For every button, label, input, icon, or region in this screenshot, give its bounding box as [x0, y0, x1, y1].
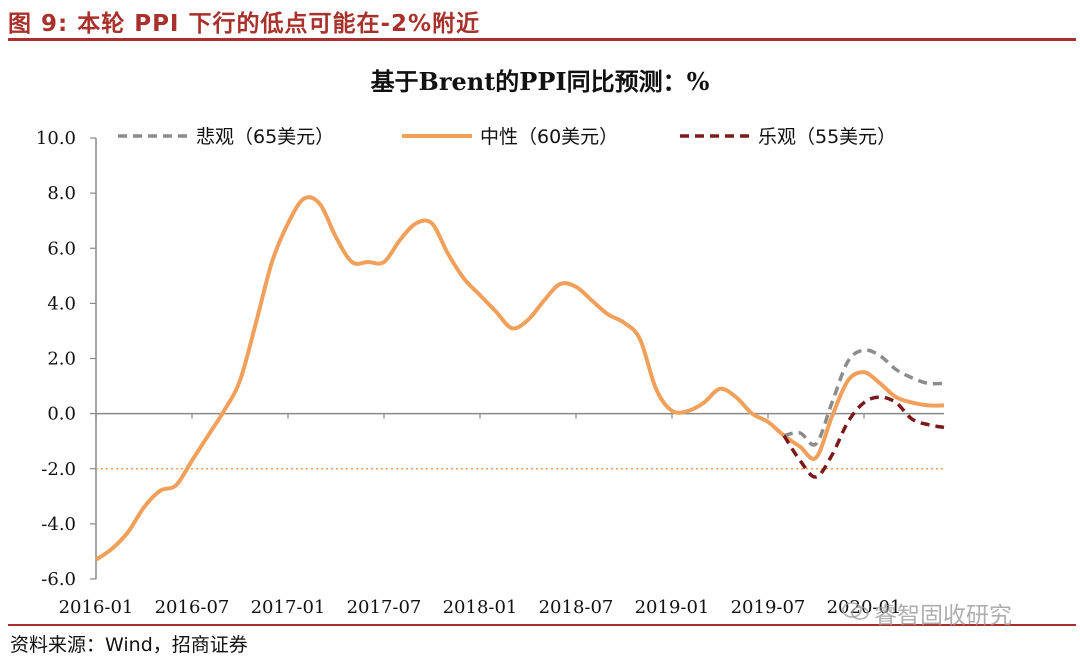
x-tick-label: 2017-07 [347, 597, 422, 618]
x-tick-label: 2016-07 [155, 597, 230, 618]
x-tick-label: 2019-07 [731, 597, 806, 618]
footer-divider [8, 624, 1076, 626]
series-group [94, 195, 945, 562]
y-tick-label: 10.0 [36, 128, 76, 149]
chart-title: 基于Brent的PPI同比预测：% [370, 67, 710, 96]
x-axis: 2016-01 2016-07 2017-01 2017-07 2018-01 2018-… [59, 412, 944, 618]
y-tick-label: -2.0 [41, 459, 76, 480]
series-line-1 [94, 195, 945, 562]
x-tick-label: 2018-07 [539, 597, 614, 618]
x-tick-label: 2019-01 [635, 597, 710, 618]
series-line-0 [783, 348, 945, 447]
y-tick-label: 4.0 [47, 293, 76, 314]
y-tick-label: 0.0 [47, 404, 76, 425]
source-note: 资料来源：Wind，招商证券 [10, 634, 248, 656]
series-line-2 [782, 395, 945, 479]
wechat-icon [842, 602, 869, 620]
y-tick-label: -4.0 [41, 514, 76, 535]
x-tick-label: 2016-01 [59, 597, 134, 618]
y-axis: -6.0 -4.0 -2.0 0.0 2.0 4.0 6.0 8.0 10.0 [36, 128, 97, 590]
x-tick-label: 2017-01 [251, 597, 326, 618]
legend-label-0: 悲观（65美元） [196, 126, 334, 148]
x-tick-label: 2018-01 [443, 597, 518, 618]
watermark: 睿智固收研究 [874, 603, 1012, 629]
figure-title: 图 9: 本轮 PPI 下行的低点可能在-2%附近 [8, 11, 481, 37]
legend: 悲观（65美元） 中性（60美元） 乐观（55美元） [118, 126, 896, 148]
y-tick-label: 2.0 [47, 349, 76, 370]
y-tick-label: -6.0 [41, 569, 76, 590]
header-divider [8, 38, 1076, 41]
y-tick-label: 6.0 [47, 238, 76, 259]
legend-label-2: 乐观（55美元） [758, 126, 896, 148]
legend-label-1: 中性（60美元） [480, 126, 618, 148]
y-tick-label: 8.0 [47, 183, 76, 204]
